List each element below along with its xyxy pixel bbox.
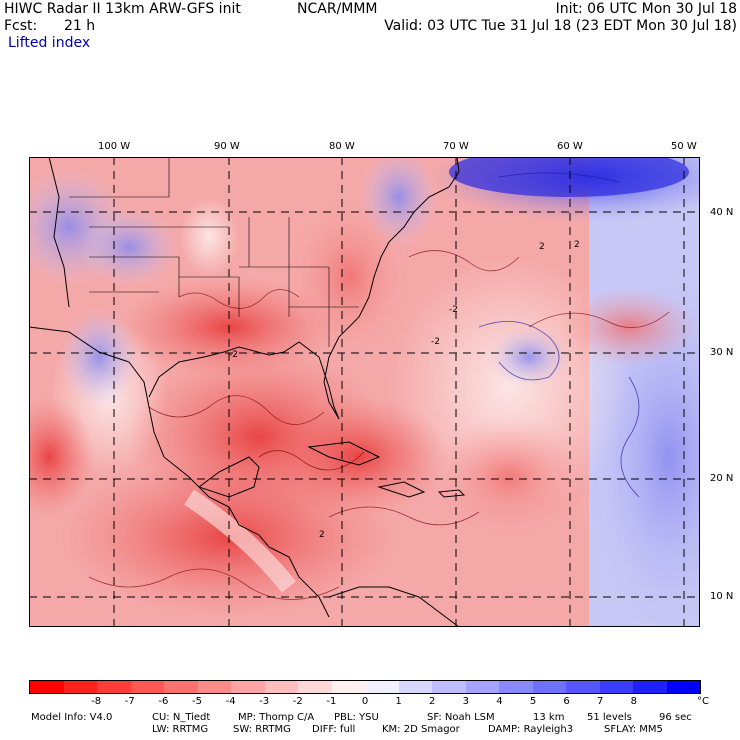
colorbar-swatch bbox=[298, 681, 332, 693]
model-info-version: Model Info: V4.0 bbox=[31, 712, 113, 723]
colorbar-tick-label: 1 bbox=[395, 696, 402, 707]
model-info-sf: SF: Noah LSM bbox=[427, 712, 495, 723]
colorbar-swatch bbox=[365, 681, 399, 693]
colorbar-tick-label: 6 bbox=[563, 696, 570, 707]
field-midwest-pale bbox=[179, 197, 239, 277]
field-west-atlantic-red bbox=[429, 417, 589, 537]
field-eastern-us-red bbox=[289, 197, 409, 357]
lon-label-80w: 80 W bbox=[329, 141, 355, 152]
colorbar-swatch bbox=[130, 681, 164, 693]
model-info-cu: CU: N_Tiedt bbox=[152, 712, 211, 723]
model-info-mp: MP: Thomp C/A bbox=[238, 712, 315, 723]
colorbar-swatch bbox=[63, 681, 97, 693]
colorbar-swatch bbox=[30, 681, 64, 693]
field-mexico-blue bbox=[59, 307, 139, 407]
colorbar-swatch bbox=[97, 681, 131, 693]
field-atlantic-red-plume bbox=[559, 287, 699, 367]
field-plains-blue bbox=[79, 207, 179, 287]
model-info-km: KM: 2D Smagor bbox=[382, 724, 460, 735]
model-info-diff: DIFF: full bbox=[312, 724, 356, 735]
colorbar-tick-label: -5 bbox=[192, 696, 202, 707]
colorbar-swatch bbox=[633, 681, 667, 693]
colorbar-tick-label: 8 bbox=[630, 696, 637, 707]
state-borders bbox=[69, 157, 359, 347]
field-central-america-pale bbox=[184, 489, 297, 593]
colorbar-swatch bbox=[398, 681, 432, 693]
map-border bbox=[29, 157, 700, 627]
colorbar-tick-label: -8 bbox=[91, 696, 102, 707]
lat-label-10n: 10 N bbox=[710, 591, 734, 602]
lat-label-40n: 40 N bbox=[710, 207, 734, 218]
colorbar-swatch bbox=[264, 681, 298, 693]
colorbar-tick-label: 5 bbox=[529, 696, 537, 707]
contour-label: -2 bbox=[449, 305, 458, 315]
model-info-resolution: 13 km bbox=[533, 712, 565, 723]
colorbar-swatch bbox=[164, 681, 198, 693]
colorbar-swatch bbox=[432, 681, 466, 693]
colorbar-tick-label: 0 bbox=[361, 696, 369, 707]
colorbar-swatch bbox=[231, 681, 265, 693]
valid-time: Valid: 03 UTC Tue 31 Jul 18 (23 EDT Mon … bbox=[384, 18, 737, 34]
colorbar-tick-label: -2 bbox=[292, 696, 303, 707]
colorbar-tick-label: -4 bbox=[225, 696, 236, 707]
lifted-index-map: -2 2 -2 2 -2 2 bbox=[29, 157, 700, 627]
model-info-pbl: PBL: YSU bbox=[334, 712, 379, 723]
lon-label-60w: 60 W bbox=[557, 141, 583, 152]
contour-label: 2 bbox=[539, 242, 545, 252]
colorbar-swatch bbox=[499, 681, 533, 693]
contour-label: 2 bbox=[574, 240, 580, 250]
init-time: Init: 06 UTC Mon 30 Jul 18 bbox=[555, 1, 737, 17]
contour-label: -2 bbox=[431, 337, 440, 347]
lon-label-50w: 50 W bbox=[671, 141, 697, 152]
model-info-levels: 51 levels bbox=[587, 712, 632, 723]
colorbar-swatch bbox=[331, 681, 365, 693]
colorbar-tick-label: -3 bbox=[259, 696, 270, 707]
field-north-atlantic-core bbox=[449, 157, 689, 197]
model-info-sw: SW: RRTMG bbox=[233, 724, 291, 735]
lat-label-20n: 20 N bbox=[710, 473, 734, 484]
lon-label-90w: 90 W bbox=[214, 141, 240, 152]
colorbar-tick-label: -6 bbox=[158, 696, 169, 707]
organization: NCAR/MMM bbox=[297, 1, 378, 17]
lat-label-30n: 30 N bbox=[710, 347, 734, 358]
contour-lines bbox=[88, 250, 670, 600]
colorbar-swatch bbox=[465, 681, 499, 693]
contour-label: -2 bbox=[229, 350, 238, 360]
coastlines bbox=[29, 157, 466, 627]
colorbar bbox=[29, 680, 701, 694]
colorbar-swatch bbox=[566, 681, 600, 693]
colorbar-tick-label: 4 bbox=[496, 696, 503, 707]
colorbar-unit: °C bbox=[697, 696, 709, 707]
colorbar-tick-label: -1 bbox=[326, 696, 337, 707]
model-info-timestep: 96 sec bbox=[659, 712, 692, 723]
colorbar-swatch bbox=[532, 681, 566, 693]
lon-label-70w: 70 W bbox=[443, 141, 469, 152]
lon-label-100w: 100 W bbox=[98, 141, 131, 152]
colorbar-tick-label: -7 bbox=[124, 696, 135, 707]
model-info-damp: DAMP: Rayleigh3 bbox=[488, 724, 574, 735]
colorbar-tick-label: 2 bbox=[429, 696, 436, 707]
forecast-label: Fcst: bbox=[4, 18, 38, 34]
field-pacific-red bbox=[29, 397, 94, 517]
forecast-hour: 21 h bbox=[64, 18, 96, 34]
field-atlantic-swirl bbox=[489, 327, 569, 387]
colorbar-swatch bbox=[666, 681, 700, 693]
contour-label: 2 bbox=[319, 530, 325, 540]
colorbar-swatch bbox=[599, 681, 633, 693]
field-name: Lifted index bbox=[8, 35, 91, 51]
colorbar-swatch bbox=[197, 681, 231, 693]
model-title: HIWC Radar II 13km ARW-GFS init bbox=[4, 1, 241, 17]
model-info-lw: LW: RRTMG bbox=[152, 724, 209, 735]
contour-lines-blue bbox=[478, 172, 640, 498]
colorbar-tick-label: 3 bbox=[462, 696, 469, 707]
model-info-sflay: SFLAY: MM5 bbox=[604, 724, 663, 735]
colorbar-tick-label: 7 bbox=[597, 696, 604, 707]
